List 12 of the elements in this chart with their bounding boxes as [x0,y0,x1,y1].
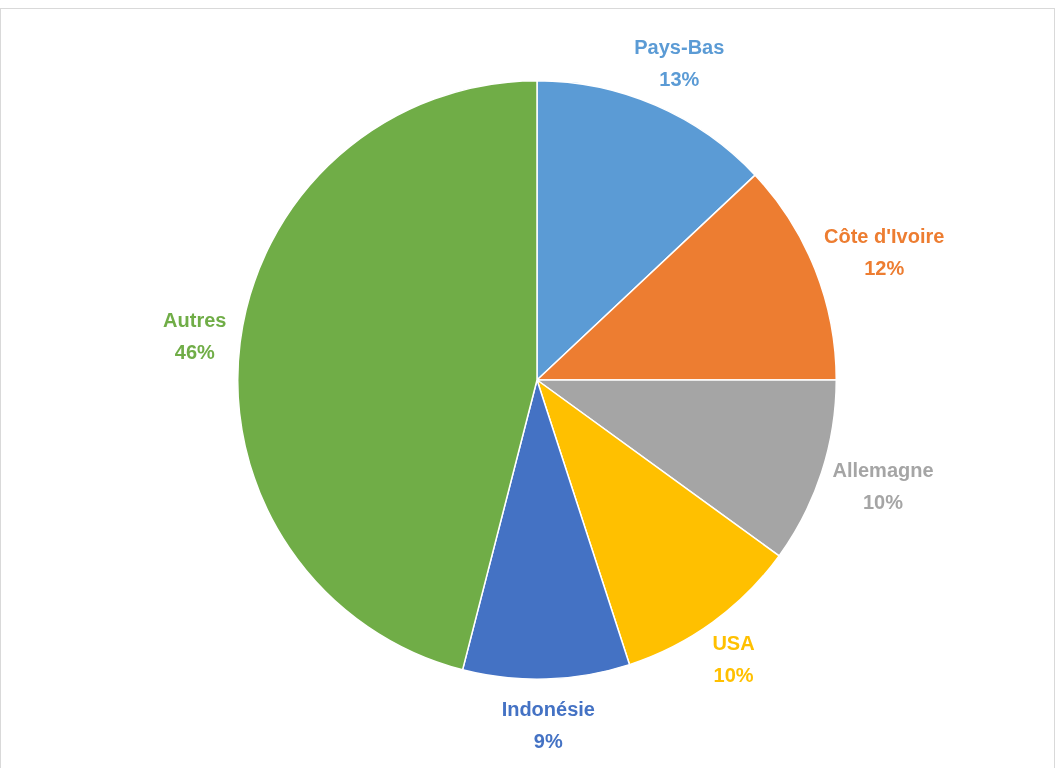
data-label: 10% [863,491,904,514]
slice-label: Côte d'Ivoire [824,225,945,248]
data-label: 9% [533,729,563,752]
data-label: 10% [713,663,754,686]
slice-label: USA [712,631,755,654]
slice-label: Allemagne [832,459,934,482]
data-label: 13% [659,67,700,90]
slice-label: Indonésie [501,697,595,720]
data-label: 12% [864,257,905,280]
slice-label: Autres [163,309,227,332]
data-label: 46% [174,341,216,364]
slice-label: Pays-Bas [634,35,725,58]
